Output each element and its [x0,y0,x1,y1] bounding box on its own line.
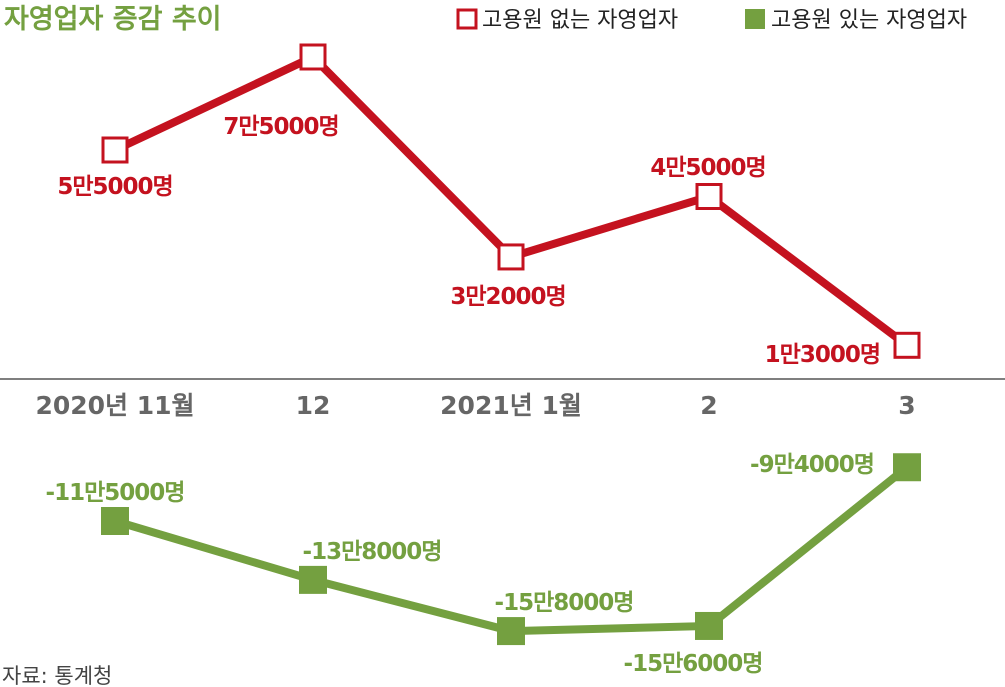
data-label-with-employees: -13만8000명 [303,539,442,565]
data-label-with-employees: -15만8000명 [495,590,634,616]
data-label-without-employees: 4만5000명 [650,155,765,181]
point-with-employees [299,565,327,594]
legend-label-without-employees: 고용원 없는 자영업자 [482,8,678,33]
point-with-employees [497,617,525,646]
data-label-with-employees: -15만6000명 [624,651,763,677]
x-axis-ticks: 2020년 11월 12 2021년 1월 2 3 [35,391,915,420]
data-label-with-employees: -11만5000명 [46,480,185,506]
legend-marker-with-employees [745,9,765,29]
point-without-employees [299,43,327,71]
x-tick-label: 3 [898,391,915,420]
x-tick-label: 2 [700,391,717,420]
point-without-employees [695,183,723,210]
legend-label-with-employees: 고용원 있는 자영업자 [771,8,967,33]
series-layer: 5만5000명 7만5000명 3만2000명 4만5000명 1만3000명 -11만5… [46,43,921,677]
point-without-employees [101,136,129,164]
data-label-without-employees: 3만2000명 [450,284,565,310]
chart-title: 자영업자 증감 추이 [4,4,222,35]
data-label-without-employees: 7만5000명 [223,114,338,140]
data-label-without-employees: 5만5000명 [57,174,172,200]
point-with-employees [893,453,921,482]
data-label-with-employees: -9만4000명 [750,452,874,478]
point-without-employees [497,243,525,271]
point-without-employees [893,331,921,359]
point-with-employees [695,611,723,640]
legend-marker-without-employees [456,8,478,30]
x-tick-label: 12 [296,391,331,420]
x-tick-label: 2021년 1월 [440,391,582,420]
x-tick-label: 2020년 11월 [35,391,194,420]
source-note: 자료: 통계청 [2,664,112,687]
legend: 고용원 없는 자영업자 고용원 있는 자영업자 [456,8,967,33]
data-label-without-employees: 1만3000명 [765,342,880,368]
point-with-employees [101,507,129,535]
